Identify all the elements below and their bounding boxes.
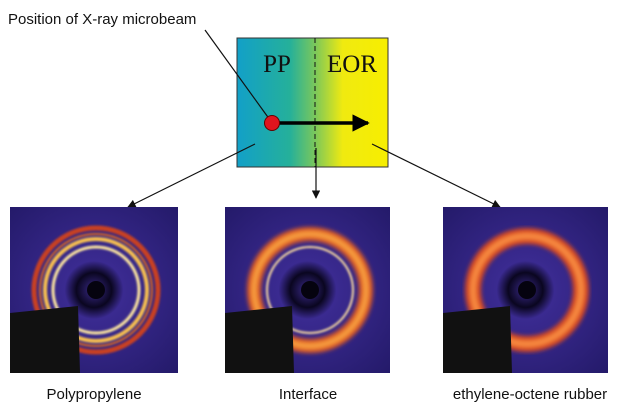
pattern-interface [225,207,390,373]
caption: Interface [279,386,337,403]
beam-label: Position of X-ray microbeam [8,11,196,28]
sample: PP EOR [205,30,388,167]
caption: Polypropylene [46,386,141,403]
eor-label: EOR [327,51,377,78]
pattern-eor [443,207,608,373]
diagram: Position of X-ray microbeam PP EOR [0,0,634,407]
caption: ethylene-octene rubber [453,386,607,403]
pp-label: PP [263,51,291,78]
pattern-pp [10,207,178,373]
